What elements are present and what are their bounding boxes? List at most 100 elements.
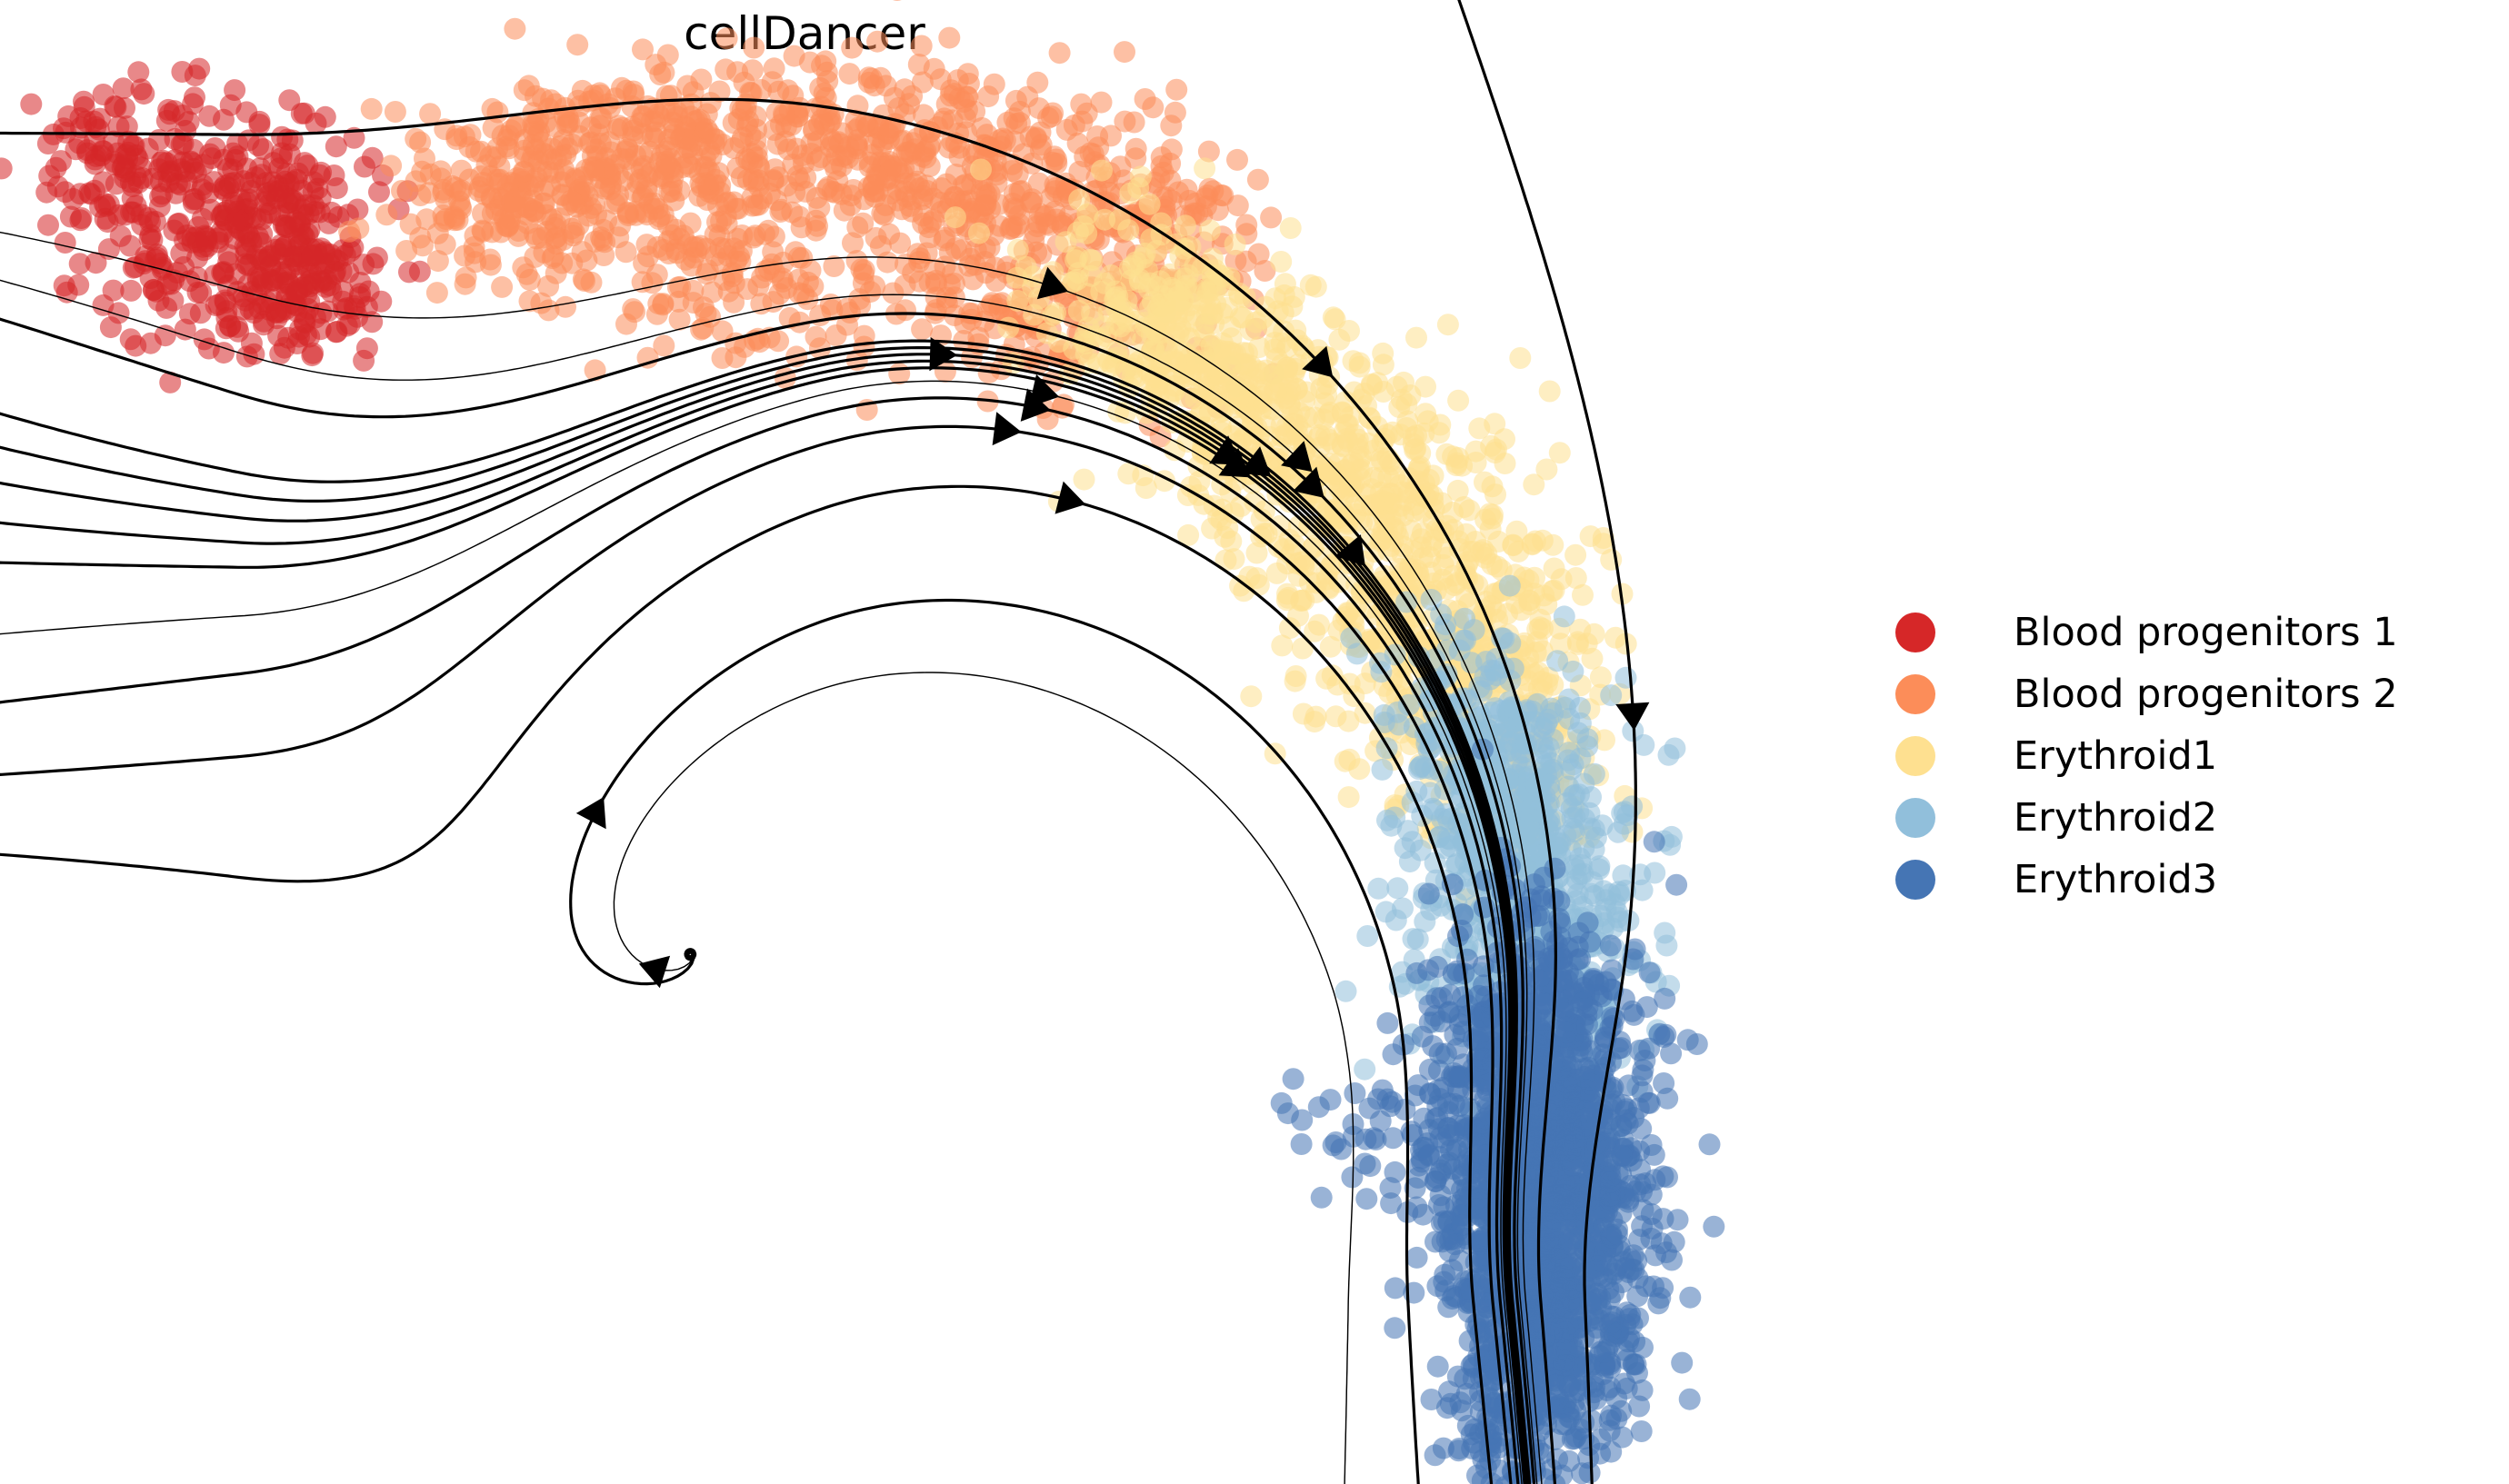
scatter-point [332, 280, 355, 303]
scatter-point [705, 168, 727, 191]
scatter-point [1160, 189, 1183, 212]
scatter-point [1008, 112, 1031, 134]
scatter-point [304, 306, 326, 329]
scatter-point [1159, 152, 1182, 174]
scatter-point [1114, 41, 1135, 64]
scatter-point [1005, 198, 1027, 221]
scatter-point [1384, 1160, 1406, 1183]
scatter-point [743, 36, 765, 59]
scatter-point [622, 80, 645, 103]
scatter-point [673, 146, 695, 169]
scatter-point [607, 226, 630, 249]
scatter-point [498, 214, 520, 236]
scatter-point [414, 147, 435, 170]
scatter-point [907, 54, 930, 75]
scatter-point [192, 154, 215, 176]
scatter-point [362, 253, 385, 275]
scatter-point [1250, 399, 1272, 421]
scatter-point [1197, 140, 1220, 163]
scatter-point [1177, 523, 1200, 546]
scatter-point [1414, 911, 1436, 933]
scatter-point [871, 202, 894, 224]
scatter-point [909, 247, 931, 270]
scatter-point [157, 98, 180, 121]
scatter-point [938, 242, 961, 264]
scatter-point [65, 138, 87, 161]
scatter-point [1239, 319, 1262, 341]
scatter-point [723, 272, 745, 294]
scatter-point [805, 325, 827, 348]
scatter-point [910, 35, 933, 57]
scatter-point [695, 103, 718, 125]
scatter-point [946, 69, 969, 92]
scatter-point [767, 80, 790, 103]
scatter-point [944, 206, 966, 229]
scatter-point [1175, 274, 1198, 297]
scatter-point [566, 34, 589, 56]
scatter-point [918, 135, 941, 158]
scatter-point [898, 141, 921, 164]
scatter-point [1518, 593, 1541, 615]
scatter-point [408, 260, 431, 283]
scatter-point [1589, 666, 1612, 689]
scatter-point [726, 227, 749, 250]
scatter-point [799, 51, 821, 74]
scatter-point [122, 256, 145, 279]
scatter-point [1538, 380, 1561, 403]
scatter-point [85, 252, 107, 274]
scatter-point [646, 235, 669, 258]
scatter-point [1164, 101, 1186, 124]
scatter-point [911, 318, 934, 341]
scatter-point [628, 112, 651, 134]
scatter-point [1048, 42, 1071, 65]
scatter-point [1665, 873, 1688, 896]
scatter-point [780, 114, 803, 136]
scatter-point [751, 266, 774, 289]
scatter-point [491, 275, 514, 298]
scatter-point [1245, 542, 1268, 564]
scatter-point [474, 184, 496, 206]
scatter-point [819, 294, 842, 315]
scatter-point [1165, 78, 1188, 101]
scatter-point [450, 159, 473, 182]
scatter-point [588, 82, 611, 105]
scatter-point [929, 68, 952, 91]
scatter-point [656, 44, 679, 66]
scatter-point [147, 289, 170, 312]
scatter-point [729, 250, 752, 273]
scatter-point [1137, 277, 1160, 300]
scatter-point [1458, 499, 1481, 522]
scatter-point [970, 158, 992, 181]
scatter-point [1127, 177, 1150, 199]
scatter-point [1386, 877, 1409, 900]
scatter-point [1396, 820, 1419, 842]
scatter-point [661, 174, 684, 197]
scatter-point [409, 131, 432, 154]
scatter-point [159, 371, 182, 393]
scatter-point [515, 263, 538, 285]
scatter-point [1621, 795, 1644, 818]
scatter-point [368, 181, 390, 204]
scatter-point [149, 253, 172, 274]
scatter-point [285, 168, 308, 191]
scatter-point [1042, 304, 1065, 326]
scatter-point [73, 90, 95, 113]
scatter-point [757, 219, 780, 242]
scatter-point [707, 194, 729, 217]
scatter-point [841, 36, 864, 59]
scatter-point [1117, 219, 1140, 242]
scatter-point [788, 311, 811, 334]
scatter-point [1527, 661, 1549, 683]
scatter-point [514, 145, 536, 168]
scatter-point [802, 119, 825, 142]
scatter-point [911, 71, 934, 94]
scatter-point [985, 270, 1007, 293]
scatter-point [215, 300, 238, 323]
scatter-point [1212, 184, 1235, 207]
scatter-point [1407, 758, 1430, 781]
scatter-point [1454, 523, 1477, 545]
scatter-point [653, 334, 675, 357]
scatter-point [1607, 821, 1629, 843]
scatter-point [975, 194, 997, 216]
scatter-point [1090, 91, 1113, 114]
